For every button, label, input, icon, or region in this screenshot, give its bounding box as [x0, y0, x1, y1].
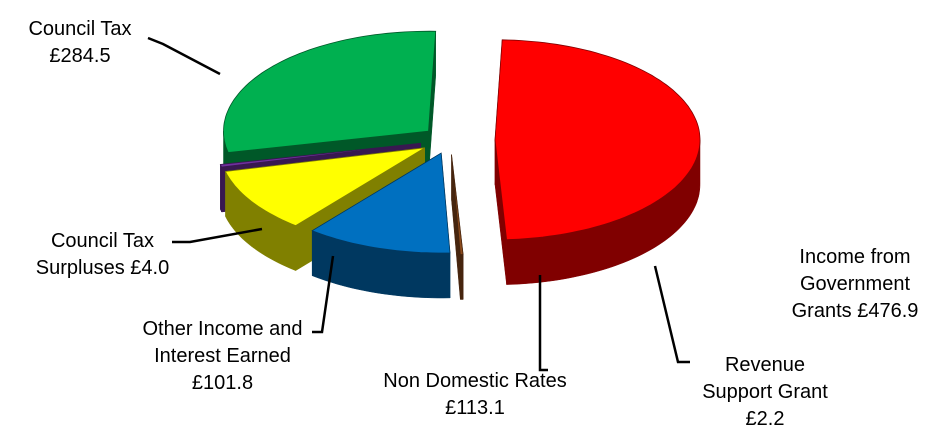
slices — [219, 30, 701, 300]
category-label: Income from Government Grants — [791, 246, 911, 322]
slice-top — [494, 39, 701, 241]
slice-label: Council Tax Surpluses £4.0 — [10, 228, 195, 282]
category-label: Other Income and Interest Earned — [142, 318, 303, 367]
slice-wall — [220, 164, 222, 213]
slice-top — [451, 154, 464, 255]
slice-top — [224, 147, 425, 227]
value-label: £4.0 — [130, 257, 170, 279]
leader-line — [172, 227, 263, 244]
value-label: £284.5 — [49, 45, 111, 67]
leader-line — [147, 36, 221, 76]
category-label: Revenue Support Grant — [702, 354, 828, 403]
slice-top — [311, 152, 451, 254]
category-label: Non Domestic Rates — [383, 370, 567, 392]
value-label: £476.9 — [857, 300, 919, 322]
slice-label: Council Tax £284.5 — [0, 16, 160, 70]
leader-line — [538, 275, 548, 372]
category-label: Council Tax Surpluses — [35, 230, 155, 279]
slice-label: Income from Government Grants £476.9 — [770, 244, 940, 325]
slice-top — [223, 30, 437, 153]
leader-line — [653, 265, 690, 364]
leader-line — [312, 255, 335, 334]
value-label: £2.2 — [745, 408, 785, 430]
slice-label: Other Income and Interest Earned £101.8 — [130, 316, 315, 397]
value-label: £101.8 — [191, 372, 254, 394]
slice-wall — [460, 254, 464, 300]
slice-label: Non Domestic Rates £113.1 — [375, 368, 575, 422]
slice-top — [219, 142, 421, 168]
value-label: £113.1 — [445, 397, 505, 419]
category-label: Council Tax — [28, 18, 132, 40]
slice-label: Revenue Support Grant £2.2 — [690, 352, 840, 433]
